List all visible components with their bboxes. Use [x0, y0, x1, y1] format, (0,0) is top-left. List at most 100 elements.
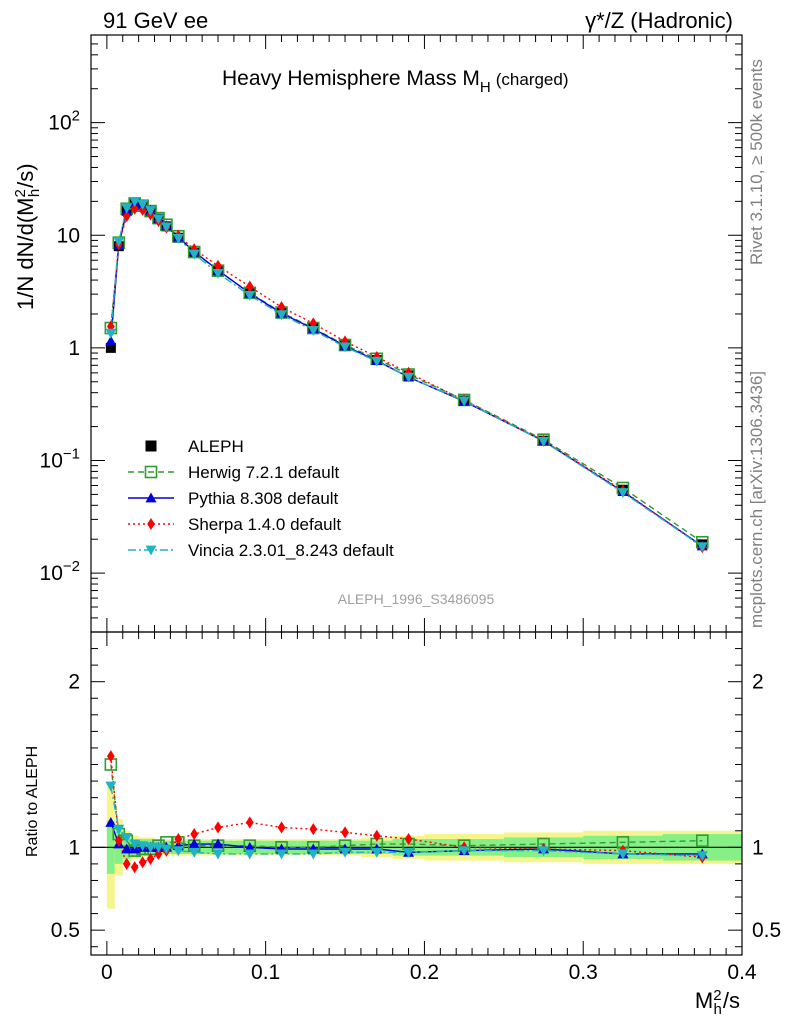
legend-marker-vincia [145, 545, 157, 556]
main-point-pythia [105, 335, 117, 346]
ratio-point-sherpa [154, 847, 163, 861]
ratio-point-vincia [212, 849, 224, 860]
ratio-point-sherpa [138, 856, 147, 869]
ratio-ytick-label-left: 0.5 [51, 919, 80, 942]
ratio-point-herwig [696, 834, 709, 848]
ratio-series-group [104, 750, 709, 874]
main-point-vincia [307, 325, 319, 336]
ratio-ytick-label-right: 0.5 [752, 919, 781, 942]
main-point-vincia [244, 290, 256, 301]
main-ytick-base: 1 [68, 337, 80, 360]
main-ytick-exp: −1 [63, 445, 80, 462]
ratio-point-vincia [538, 846, 550, 857]
main-ytick-base: 10 [40, 562, 63, 585]
main-point-vincia [172, 233, 184, 244]
analysis-watermark: ALEPH_1996_S3486095 [338, 591, 495, 607]
ratio-point-sherpa [341, 826, 349, 839]
ratio-point-sherpa [372, 829, 381, 842]
main-point-sherpa [122, 210, 131, 223]
ratio-point-vincia [403, 847, 415, 858]
main-point-vincia [105, 328, 117, 339]
ratio-ylabel: Ratio to ALEPH [24, 746, 41, 857]
legend-label-herwig: Herwig 7.2.1 default [188, 463, 339, 482]
ratio-point-vincia [172, 846, 184, 857]
rivet-label: Rivet 3.1.10, ≥ 500k events [747, 59, 766, 265]
plot-title: Heavy Hemisphere Mass MH (charged) [222, 67, 569, 96]
main-point-vincia [113, 237, 125, 248]
main-point-vincia [160, 222, 172, 233]
ratio-point-sherpa [404, 833, 413, 846]
ratio-frame: 0.5 0.5 1 1 2 2 0 0.1 0.2 0.3 0.4 [51, 631, 781, 984]
ratio-point-pythia [105, 816, 117, 827]
ratio-point-vincia [276, 849, 288, 860]
ratio-point-vincia [160, 844, 172, 855]
main-ytick-label: 1 [68, 337, 80, 360]
main-point-vincia [617, 488, 629, 498]
legend-label-vincia: Vincia 2.3.01_8.243 default [188, 541, 394, 560]
ratio-point-vincia [145, 842, 157, 853]
main-ytick-exp: 2 [72, 108, 80, 125]
legend-label-pythia: Pythia 8.308 default [188, 489, 339, 508]
legend-label-data: ALEPH [188, 437, 244, 456]
legend-marker-pythia [145, 492, 157, 503]
main-ytick-label: 102 [48, 108, 80, 135]
main-point-vincia [121, 203, 133, 214]
plot-title-suffix: (charged) [496, 70, 569, 89]
main-point-sherpa [309, 317, 318, 330]
plot-title-sub: H [480, 79, 491, 96]
mcplots-label: mcplots.cern.ch [arXiv:1306.3436] [747, 371, 766, 628]
legend: ALEPH Herwig 7.2.1 default Pythia 8.308 de… [128, 437, 394, 560]
ratio-point-sherpa [277, 821, 286, 834]
ratio-point-sherpa [106, 750, 115, 763]
ratio-point-pythia [121, 843, 133, 854]
ratio-point-sherpa [245, 816, 254, 829]
main-point-sherpa [245, 280, 254, 293]
ratio-xtick-label: 0 [101, 961, 113, 984]
main-point-vincia [339, 342, 351, 353]
ratio-point-vincia [617, 849, 629, 860]
main-ytick-label: 10−2 [40, 558, 80, 585]
header-process: γ*/Z (Hadronic) [585, 8, 733, 33]
ratio-xtick-label: 0.3 [569, 961, 598, 984]
ratio-ytick-label-left: 2 [68, 671, 80, 694]
main-point-vincia [188, 249, 200, 260]
ratio-xtick-label: 0.2 [410, 961, 439, 984]
ratio-point-vincia [113, 824, 125, 835]
ratio-xtick-label: 0.4 [727, 961, 757, 984]
main-ylabel: 1/N dN/d(M2h/s) [12, 163, 43, 310]
ratio-point-vincia [152, 842, 164, 853]
main-point-vincia [696, 542, 708, 553]
ratio-point-vincia [339, 847, 351, 858]
ratio-ytick-label-right: 1 [752, 836, 764, 859]
legend-marker-herwig [144, 465, 158, 479]
main-ytick-base: 10 [48, 112, 71, 135]
main-point-vincia [403, 372, 415, 383]
ratio-point-vincia [371, 847, 383, 858]
ratio-point-sherpa [146, 852, 155, 865]
legend-marker-data [145, 440, 157, 452]
ratio-point-sherpa [214, 821, 222, 834]
ratio-point-pythia [212, 838, 224, 849]
ratio-xtick-label: 0.1 [251, 961, 280, 984]
main-ytick-label: 10−1 [40, 445, 80, 472]
ratio-point-vincia [458, 846, 470, 857]
main-ytick-exp: −2 [63, 558, 80, 575]
main-point-sherpa [130, 202, 139, 215]
main-point-vincia [276, 310, 288, 321]
legend-label-sherpa: Sherpa 1.4.0 default [188, 515, 341, 534]
ratio-ytick-label-right: 2 [752, 671, 764, 694]
ratio-ytick-label-left: 1 [68, 836, 80, 859]
ratio-point-pythia [244, 841, 256, 852]
ratio-point-sherpa [114, 834, 123, 847]
ratio-point-vincia [188, 847, 200, 858]
ratio-point-vincia [137, 841, 149, 852]
data-point-aleph [105, 342, 116, 353]
ratio-point-sherpa [130, 861, 139, 874]
ratio-point-vincia [244, 849, 256, 860]
ratio-point-vincia [696, 851, 708, 862]
ratio-point-vincia [121, 832, 133, 843]
main-point-vincia [458, 396, 470, 407]
main-point-vincia [152, 214, 164, 225]
x-axis-label: M2 h/s [695, 987, 740, 1018]
